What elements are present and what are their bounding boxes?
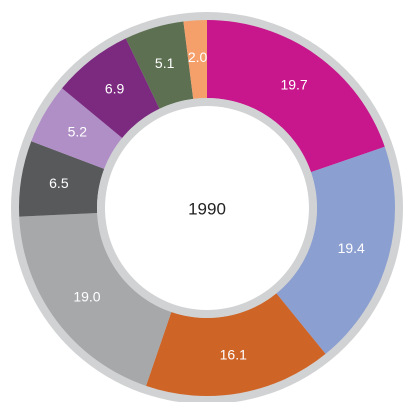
value-label: 6.9	[105, 81, 125, 97]
slice	[146, 293, 326, 396]
value-label: 2.0	[188, 49, 208, 65]
labels: 19.7 19.4 16.1 19.0 6.5 5.2 6.9 5.1 2.0	[49, 49, 365, 362]
value-label: 5.2	[68, 123, 88, 139]
value-label: 16.1	[220, 346, 247, 362]
center-hole	[105, 106, 309, 310]
slice	[19, 141, 105, 217]
slice	[276, 146, 396, 354]
value-label: 19.7	[280, 77, 307, 93]
value-label: 6.5	[49, 175, 69, 191]
slice	[183, 20, 207, 99]
value-label: 19.0	[73, 289, 100, 305]
value-label: 5.1	[155, 55, 175, 71]
slice	[62, 38, 160, 138]
slice	[31, 88, 123, 169]
center-label: 1990	[188, 199, 226, 218]
slice	[19, 213, 172, 386]
slice	[207, 20, 385, 173]
slices	[19, 20, 396, 396]
slice	[125, 21, 194, 109]
value-label: 19.4	[338, 240, 365, 256]
